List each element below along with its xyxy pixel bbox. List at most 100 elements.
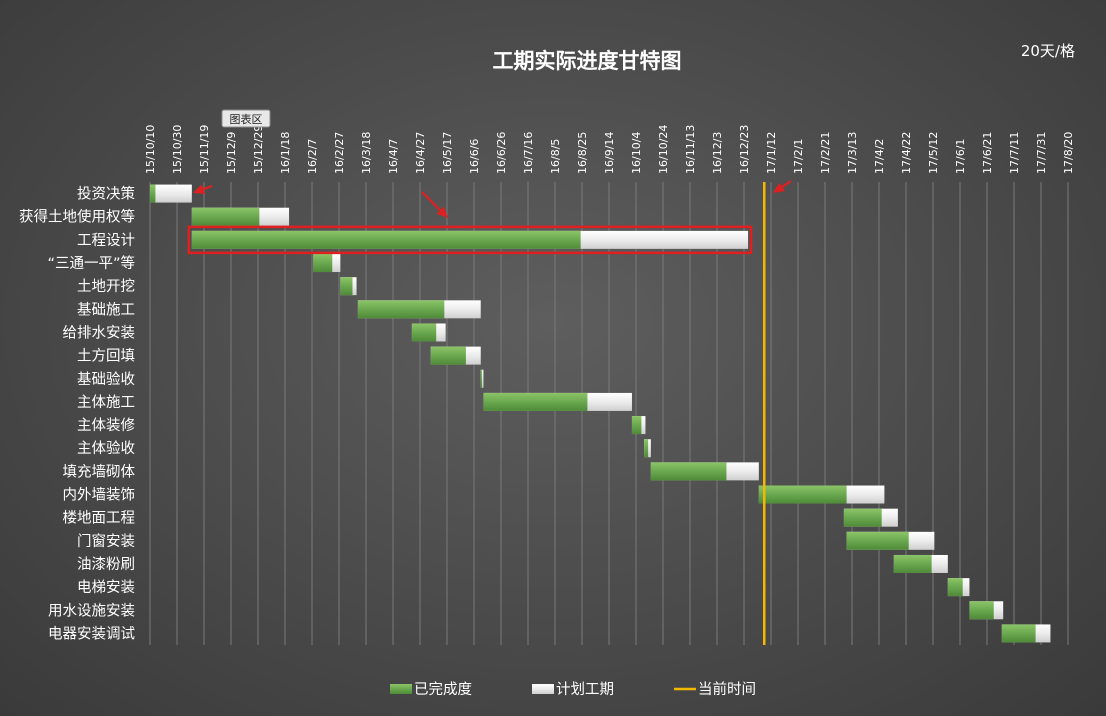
task-label: 投资决策	[77, 186, 135, 203]
task-bar[interactable]	[340, 277, 357, 296]
task-bar[interactable]	[150, 184, 192, 203]
task-label: 土地开挖	[77, 278, 135, 295]
task-bar[interactable]	[483, 392, 632, 411]
completed-bar[interactable]	[893, 554, 932, 573]
task-label: 工程设计	[77, 232, 135, 249]
completed-bar[interactable]	[846, 531, 909, 550]
completed-bar[interactable]	[947, 578, 963, 597]
legend-item-planned: 计划工期	[532, 681, 614, 698]
task-bar[interactable]	[644, 439, 651, 458]
highlight-box	[187, 225, 753, 255]
task-label: 用水设施安装	[48, 602, 135, 619]
annotations	[187, 180, 792, 645]
completed-bar[interactable]	[758, 485, 847, 504]
completed-bar[interactable]	[969, 601, 994, 620]
x-tick-label: 16/3/18	[360, 132, 373, 174]
completed-bar[interactable]	[483, 392, 588, 411]
x-tick-label: 16/2/27	[333, 132, 346, 174]
chart-area-tooltip: 图表区	[221, 109, 271, 128]
task-bar[interactable]	[843, 508, 898, 527]
x-tick-label: 16/10/24	[657, 125, 670, 174]
x-tick-label: 16/5/17	[441, 132, 454, 174]
legend-swatch	[390, 684, 412, 694]
task-bar[interactable]	[631, 416, 646, 435]
task-bar[interactable]	[313, 254, 341, 273]
task-bar[interactable]	[430, 346, 481, 365]
task-label: 楼地面工程	[63, 510, 136, 527]
x-tick-label: 16/6/6	[468, 139, 481, 174]
completed-bar[interactable]	[631, 416, 642, 435]
x-tick-label: 17/2/1	[792, 139, 805, 174]
task-bar[interactable]	[893, 554, 948, 573]
x-tick-label: 16/2/7	[306, 139, 319, 174]
completed-bar[interactable]	[430, 346, 466, 365]
x-tick-label: 16/10/4	[630, 132, 643, 174]
x-tick-label: 17/5/12	[927, 132, 940, 174]
pointer-arrow-icon	[193, 184, 213, 194]
task-label: 获得土地使用权等	[19, 208, 135, 226]
x-tick-label: 17/7/31	[1035, 132, 1048, 174]
grid-lines	[149, 182, 1069, 645]
legend-label: 计划工期	[556, 681, 614, 698]
completed-bar[interactable]	[644, 439, 649, 458]
completed-bar[interactable]	[1001, 624, 1036, 643]
completed-bar[interactable]	[191, 207, 260, 226]
x-tick-label: 17/2/21	[819, 132, 832, 174]
completed-bar[interactable]	[650, 462, 727, 481]
x-axis-ticks: 15/10/10 15/10/30 15/11/19 15/12/9 15/12/29 1…	[144, 125, 1075, 174]
x-tick-label: 15/12/9	[225, 132, 238, 174]
task-bar[interactable]	[846, 531, 935, 550]
x-tick-label: 16/8/25	[576, 132, 589, 174]
task-bar[interactable]	[411, 323, 446, 342]
completed-bar[interactable]	[357, 300, 445, 319]
task-bar[interactable]	[191, 207, 290, 226]
x-tick-label: 16/8/5	[549, 139, 562, 174]
task-bar[interactable]	[969, 601, 1004, 620]
x-tick-label: 17/7/11	[1008, 132, 1021, 174]
completed-bar[interactable]	[843, 508, 882, 527]
planned-bar[interactable]	[150, 184, 192, 203]
task-label: 土方回填	[77, 348, 135, 365]
x-tick-label: 15/10/30	[171, 125, 184, 174]
completed-bar[interactable]	[150, 184, 156, 203]
x-tick-label: 16/4/7	[387, 139, 400, 174]
x-tick-label: 17/8/20	[1062, 132, 1075, 174]
legend-label: 已完成度	[414, 681, 472, 698]
completed-bar[interactable]	[480, 369, 483, 388]
task-bars[interactable]	[150, 184, 1051, 643]
task-bar[interactable]	[650, 462, 759, 481]
task-bar[interactable]	[947, 578, 970, 597]
task-bar[interactable]	[758, 485, 885, 504]
scale-label: 20天/格	[1021, 42, 1075, 60]
task-bar[interactable]	[1001, 624, 1051, 643]
task-bar[interactable]	[357, 300, 481, 319]
task-label: 基础验收	[77, 371, 135, 388]
x-tick-label: 16/9/14	[603, 132, 616, 174]
x-tick-label: 15/12/29	[252, 125, 265, 174]
x-tick-label: 16/4/27	[414, 132, 427, 174]
x-tick-label: 17/1/12	[765, 132, 778, 174]
completed-bar[interactable]	[411, 323, 437, 342]
x-tick-label: 16/12/3	[711, 132, 724, 174]
x-tick-label: 15/11/19	[198, 125, 211, 174]
completed-bar[interactable]	[191, 230, 581, 249]
legend-swatch	[532, 684, 554, 694]
completed-bar[interactable]	[340, 277, 353, 296]
x-tick-label: 16/1/18	[279, 132, 292, 174]
task-bar[interactable]	[191, 230, 749, 249]
legend: 已完成度 计划工期 当前时间	[390, 681, 756, 698]
task-label: 主体装修	[77, 417, 135, 434]
task-label: “三通一平”等	[47, 254, 135, 272]
pointer-arrow-icon	[421, 191, 448, 218]
task-label: 内外墙装饰	[63, 487, 136, 504]
x-tick-label: 17/6/21	[981, 132, 994, 174]
x-tick-label: 16/12/23	[738, 125, 751, 174]
completed-bar[interactable]	[313, 254, 333, 273]
x-tick-label: 17/4/22	[900, 132, 913, 174]
task-bar[interactable]	[480, 369, 484, 388]
pointer-arrow-icon	[773, 180, 792, 193]
x-tick-label: 17/6/1	[954, 139, 967, 174]
legend-label: 当前时间	[698, 681, 756, 698]
